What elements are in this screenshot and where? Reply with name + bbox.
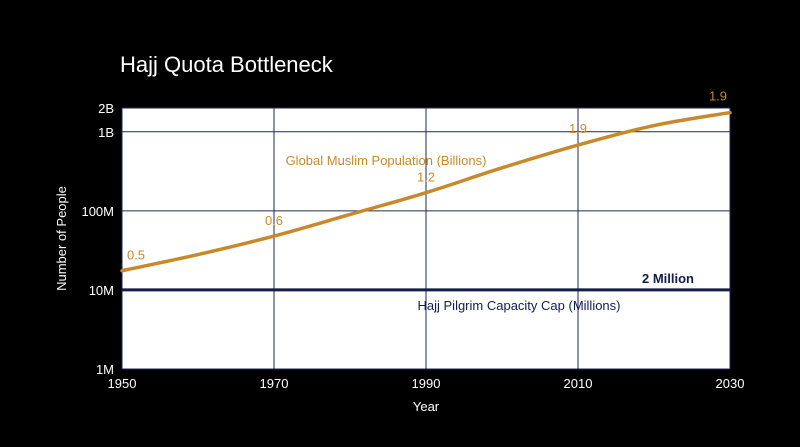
chart-title: Hajj Quota Bottleneck <box>120 52 333 77</box>
data-label: 1.9 <box>569 121 587 136</box>
y-tick-label: 1M <box>96 362 114 377</box>
muslim-population-line <box>120 110 732 273</box>
y-tick-label: 100M <box>81 204 114 219</box>
y-tick-label: 10M <box>89 283 114 298</box>
x-tick-label: 2030 <box>716 376 745 391</box>
x-tick-label: 1970 <box>260 376 289 391</box>
x-axis-title: Year <box>413 399 440 414</box>
x-tick-label: 2010 <box>564 376 593 391</box>
hajj-cap-annotation: 2 Million <box>642 271 694 286</box>
y-tick-label: 1B <box>98 125 114 140</box>
hajj-series-label: Hajj Pilgrim Capacity Cap (Millions) <box>418 298 621 313</box>
y-tick-label: 2B <box>98 101 114 116</box>
data-label: 0.5 <box>127 248 145 263</box>
x-tick-label: 1990 <box>412 376 441 391</box>
chart-labels: 1950 1970 1990 2010 2030 1M 10M 100M 1B 2B 2 Milli… <box>81 89 744 391</box>
data-label: 1.9 <box>709 89 727 104</box>
data-label: 1.2 <box>417 170 435 185</box>
data-label: 0.6 <box>265 213 283 228</box>
muslim-series-label: Global Muslim Population (Billions) <box>286 153 487 168</box>
series-lines <box>120 110 732 292</box>
y-axis-title: Number of People <box>54 186 69 291</box>
x-tick-label: 1950 <box>108 376 137 391</box>
